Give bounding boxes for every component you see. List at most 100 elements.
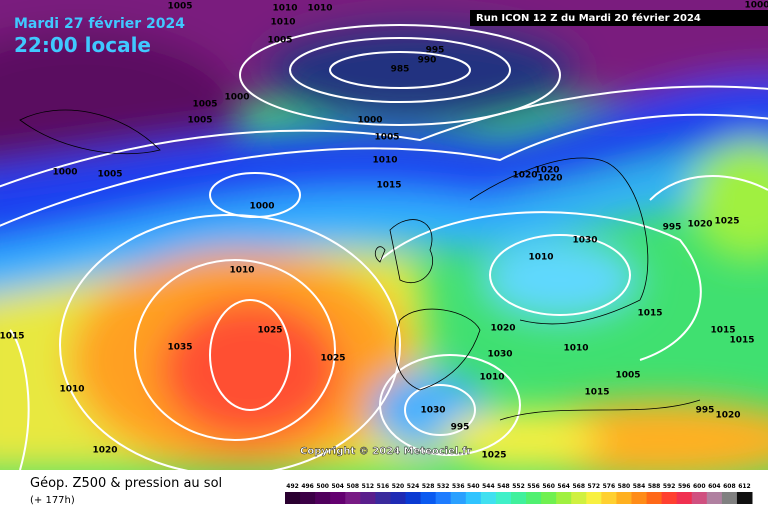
- isobar-label: 995: [663, 223, 682, 233]
- colorbar-cell: [465, 492, 482, 504]
- isobar-label: 1005: [374, 133, 399, 143]
- isobar-label: 1030: [572, 236, 597, 246]
- colorbar-tick-label: 540: [467, 483, 480, 490]
- run-info: Run ICON 12 Z du Mardi 20 février 2024: [476, 12, 701, 24]
- colorbar-tick-label: 524: [407, 483, 420, 490]
- colorbar-cell: [405, 492, 422, 504]
- isobar-label: 1000: [52, 168, 77, 178]
- isobar-label: 1020: [534, 166, 559, 176]
- colorbar-tick-label: 584: [633, 483, 646, 490]
- colorbar-tick-label: 608: [723, 483, 736, 490]
- colorbar-cell: [450, 492, 467, 504]
- isobar-label: 1005: [267, 36, 292, 46]
- run-banner: [470, 10, 768, 26]
- colorbar-tick-label: 560: [542, 483, 555, 490]
- colorbar-cell: [541, 492, 557, 504]
- isobar-label: 1005: [167, 2, 192, 12]
- colorbar-tick-label: 508: [347, 483, 360, 490]
- isobar-label: 1015: [376, 181, 401, 191]
- colorbar-tick-label: 588: [648, 483, 661, 490]
- footer-title: Géop. Z500 & pression au sol: [30, 476, 222, 491]
- colorbar-cell: [706, 492, 723, 504]
- colorbar-tick-label: 544: [482, 483, 495, 490]
- coastlines: [19, 109, 701, 421]
- colorbar-cell: [285, 492, 301, 504]
- colorbar-tick-label: 512: [362, 483, 375, 490]
- colorbar-cell: [691, 492, 708, 504]
- colorbar-tick-label: 552: [512, 483, 525, 490]
- colorbar-tick-label: 528: [422, 483, 435, 490]
- colorbar-tick-label: 532: [437, 483, 450, 490]
- isobar-label: 990: [418, 56, 437, 66]
- colorbar-cell: [721, 492, 738, 504]
- colorbar-tick-label: 496: [301, 483, 314, 490]
- isobar-label: 1025: [714, 217, 739, 227]
- colorbar-cell: [601, 492, 617, 504]
- colorbar-cell: [435, 492, 452, 504]
- isobar-label: 1005: [192, 100, 217, 110]
- colorbar-tick-label: 612: [738, 483, 751, 490]
- isobar-label: 1020: [715, 411, 740, 421]
- isobar-label: 1010: [563, 344, 588, 354]
- isobar-label: 1000: [357, 116, 382, 126]
- isobar-label: 1005: [615, 371, 640, 381]
- colorbar-cell: [510, 492, 527, 504]
- isobar-label: 1025: [320, 354, 345, 364]
- colorbar: 492 496 500 504 508 512 516 520 524 528 532 536 540 5…: [285, 483, 753, 504]
- isobar-label: 1020: [687, 220, 712, 230]
- colorbar-tick-label: 580: [618, 483, 631, 490]
- colorbar-cell: [556, 492, 572, 504]
- isobar-label: 1010: [307, 4, 332, 14]
- colorbar-tick-label: 600: [693, 483, 706, 490]
- isobar-label: 1000: [744, 1, 768, 11]
- colorbar-tick-label: 548: [497, 483, 510, 490]
- isobar-label: 1010: [372, 156, 397, 166]
- isobar-label: 1035: [167, 343, 192, 353]
- colorbar-cell: [661, 492, 678, 504]
- isobar-label: 1010: [270, 18, 295, 28]
- colorbar-cell: [631, 492, 648, 504]
- isobar-label: 1025: [481, 451, 506, 461]
- colorbar-cell: [315, 492, 331, 504]
- isobar-label: 995: [426, 46, 445, 56]
- colorbar-cell: [646, 492, 663, 504]
- isobar-label: 1010: [479, 373, 504, 383]
- colorbar-tick-label: 568: [572, 483, 585, 490]
- isobar-label: 1010: [59, 385, 84, 395]
- isobar-label: 1020: [490, 324, 515, 334]
- isobar-label: 1010: [272, 4, 297, 14]
- valid-time: 22:00 locale: [14, 33, 151, 57]
- colorbar-cell: [300, 492, 316, 504]
- isobar-label: 995: [451, 423, 470, 433]
- colorbar-cell: [480, 492, 497, 504]
- isobar-label: 1010: [229, 266, 254, 276]
- colorbar-cell: [345, 492, 361, 504]
- isobar-label: 1015: [729, 336, 754, 346]
- colorbar-cell: [676, 492, 693, 504]
- isobar-label: 1015: [637, 309, 662, 319]
- colorbar-cell: [571, 492, 587, 504]
- colorbar-tick-label: 520: [392, 483, 405, 490]
- valid-date: Mardi 27 février 2024: [14, 16, 185, 32]
- isobar-labels: 1005 1010 10101010100599599098510001005100…: [0, 1, 768, 461]
- isobar-label: 1020: [92, 446, 117, 456]
- isobar-label: 1030: [420, 406, 445, 416]
- isobar-label: 1010: [528, 253, 553, 263]
- colorbar-tick-label: 572: [588, 483, 601, 490]
- colorbar-cell: [390, 492, 407, 504]
- lead-time: (+ 177h): [30, 495, 75, 506]
- isobar-label: 1000: [249, 202, 274, 212]
- colorbar-cell: [360, 492, 376, 504]
- colorbar-cell: [330, 492, 346, 504]
- colorbar-tick-label: 504: [331, 483, 344, 490]
- isobar-label: 1025: [257, 326, 282, 336]
- colorbar-cell: [736, 492, 753, 504]
- copyright: Copyright © 2024 Meteociel.fr: [300, 446, 471, 457]
- isobar-label: 995: [696, 406, 715, 416]
- isobar-label: 1020: [537, 174, 562, 184]
- colorbar-tick-label: 592: [663, 483, 676, 490]
- colorbar-tick-label: 604: [708, 483, 721, 490]
- isobar-label: 1015: [584, 388, 609, 398]
- colorbar-cell: [420, 492, 437, 504]
